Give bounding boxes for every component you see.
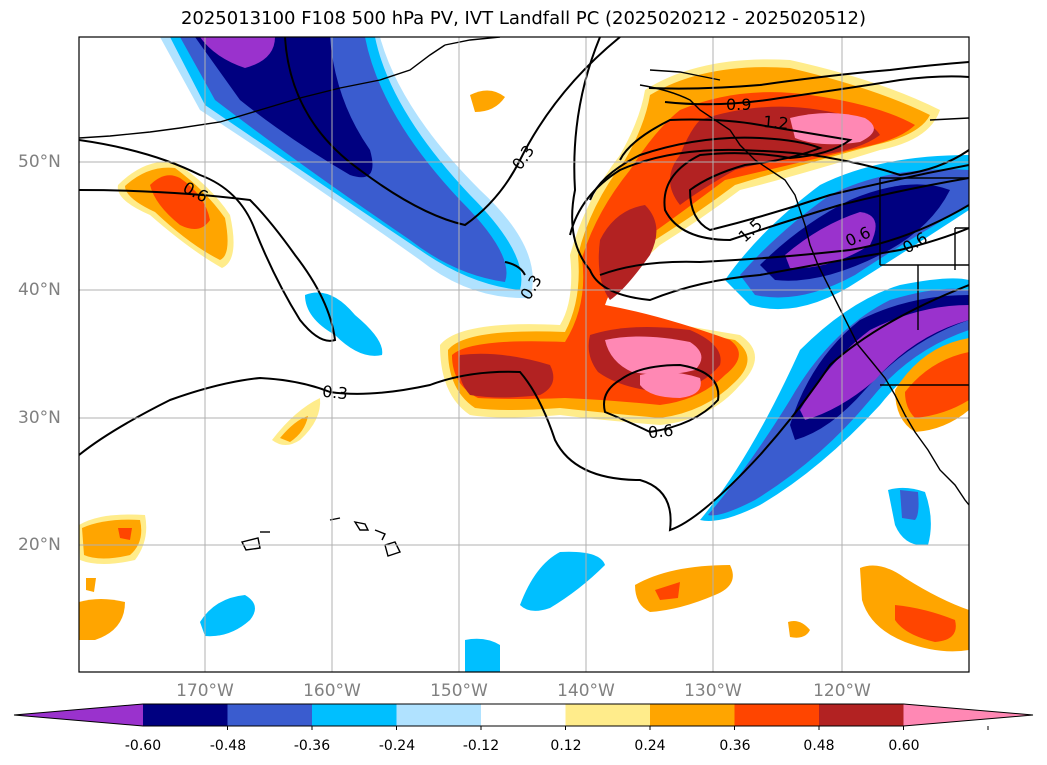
negative-anomaly-region [465, 638, 500, 672]
colorbar-tick-label: -0.60 [124, 738, 162, 754]
negative-anomaly-region [200, 37, 275, 68]
colorbar-segment [312, 704, 397, 726]
positive-anomaly-region [272, 398, 321, 445]
colorbar-tick-label: 0.60 [888, 738, 920, 754]
negative-anomaly-region [200, 595, 255, 637]
lat-label: 30°N [18, 408, 61, 428]
pv-contours [79, 37, 969, 532]
contour-label: 0.3 [508, 142, 538, 174]
lat-label: 20°N [18, 535, 61, 555]
colorbar-segment [481, 704, 566, 726]
colorbar-segment [734, 704, 820, 726]
lon-label: 170°W [176, 681, 234, 701]
contour-label: 0.3 [321, 382, 348, 404]
lat-label: 40°N [18, 280, 61, 300]
colorbar-tick-label: 0.24 [634, 738, 666, 754]
positive-anomaly-region [118, 528, 132, 540]
contour-label: 1.2 [762, 112, 789, 133]
colorbar-extend-max [903, 704, 1033, 726]
lon-label: 130°W [684, 681, 742, 701]
colorbar-segment [819, 704, 904, 726]
map-title: 2025013100 F108 500 hPa PV, IVT Landfall… [180, 8, 867, 29]
positive-anomaly-region [82, 519, 142, 559]
positive-anomaly-region [790, 113, 874, 145]
coastlines [79, 37, 969, 557]
positive-anomaly-region [895, 605, 956, 642]
ivt-shading [79, 37, 969, 672]
positive-anomaly-region [79, 599, 125, 640]
colorbar-segment [396, 704, 482, 726]
contour-label: 0.6 [647, 421, 674, 443]
gridlines [79, 37, 969, 672]
lon-label: 150°W [430, 681, 488, 701]
lon-label: 140°W [557, 681, 615, 701]
lat-label: 50°N [18, 152, 61, 172]
colorbar-tick-label: 0.48 [803, 738, 835, 754]
positive-anomaly-region [635, 565, 733, 612]
positive-anomaly-region [640, 372, 701, 398]
map-frame [78, 36, 970, 673]
colorbar-segment [143, 704, 228, 726]
lon-label: 120°W [813, 681, 871, 701]
lon-label: 160°W [303, 681, 361, 701]
positive-anomaly-region [470, 90, 505, 112]
colorbar [13, 703, 1034, 730]
positive-anomaly-region [655, 582, 680, 600]
positive-anomaly-region [150, 175, 210, 229]
positive-anomaly-region [86, 578, 96, 592]
colorbar-tick-label: -0.36 [293, 738, 331, 754]
colorbar-segment [565, 704, 651, 726]
colorbar-outline [13, 703, 1034, 727]
positive-anomaly-region [788, 621, 810, 638]
colorbar-extend-min [14, 704, 143, 726]
negative-anomaly-region [305, 292, 383, 356]
positive-anomaly-region [598, 205, 657, 300]
positive-anomaly-region [280, 416, 308, 442]
contour-label: 0.9 [726, 95, 751, 114]
colorbar-tick-label: 0.36 [719, 738, 751, 754]
negative-anomaly-region [900, 490, 919, 520]
negative-anomaly-region [520, 551, 605, 611]
colorbar-tick-label: -0.24 [378, 738, 416, 754]
colorbar-tick-label: -0.12 [462, 738, 500, 754]
colorbar-segment [227, 704, 313, 726]
colorbar-segment [650, 704, 735, 726]
colorbar-tick-label: -0.48 [209, 738, 247, 754]
colorbar-tick-label: 0.12 [550, 738, 582, 754]
